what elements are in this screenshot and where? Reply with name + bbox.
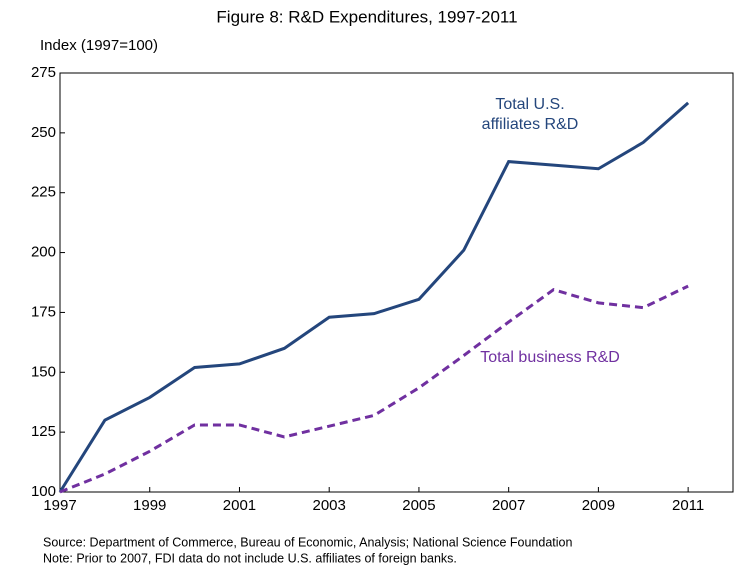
series-label: Total U.S. affiliates R&D (481, 96, 579, 133)
y-tick-label: 225 (31, 184, 56, 201)
x-tick-label: 2003 (313, 497, 346, 514)
x-tick-label: 2005 (402, 497, 435, 514)
source-note: Source: Department of Commerce, Bureau o… (43, 535, 572, 549)
y-tick-label: 200 (31, 244, 56, 261)
x-tick-label: 1999 (133, 497, 166, 514)
y-axis-label: Index (1997=100) (40, 37, 158, 54)
note: Note: Prior to 2007, FDI data do not inc… (43, 551, 457, 565)
x-tick-label: 2011 (672, 497, 704, 514)
y-tick-label: 175 (31, 303, 56, 320)
y-tick-label: 150 (31, 363, 56, 380)
chart-title: Figure 8: R&D Expenditures, 1997-2011 (216, 7, 517, 26)
y-tick-label: 125 (31, 423, 56, 440)
series-label: Total business R&D (480, 349, 620, 366)
series-line (58, 101, 690, 493)
y-tick-label: 275 (31, 64, 56, 81)
y-tick-label: 250 (31, 124, 56, 141)
plot-frame (59, 72, 734, 493)
x-tick-label: 1997 (43, 497, 76, 514)
x-tick-label: 2009 (582, 497, 615, 514)
y-tick-label: 100 (31, 483, 56, 500)
series-line (59, 284, 689, 494)
x-tick-label: 2001 (223, 497, 256, 514)
x-tick-label: 2007 (492, 497, 525, 514)
